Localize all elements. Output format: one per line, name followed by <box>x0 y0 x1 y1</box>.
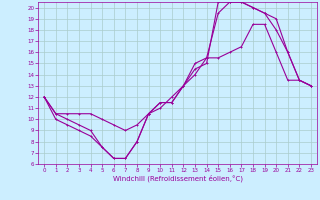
X-axis label: Windchill (Refroidissement éolien,°C): Windchill (Refroidissement éolien,°C) <box>113 175 243 182</box>
